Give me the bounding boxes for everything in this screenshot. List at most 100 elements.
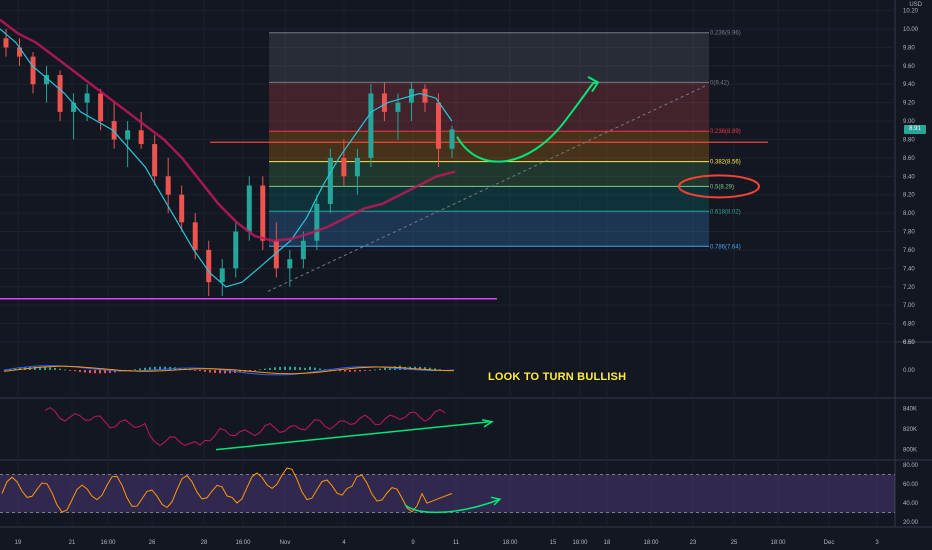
candle-body — [368, 93, 374, 158]
price-tick-label: 7.00 — [903, 303, 915, 309]
macd-histogram-bar — [284, 366, 286, 370]
macd-tick-label: 0.00 — [903, 368, 915, 374]
price-tick-label: 8.40 — [903, 174, 915, 180]
fib-zone — [269, 186, 709, 212]
time-tick-label: 23 — [690, 540, 697, 546]
macd-histogram-bar — [79, 370, 81, 372]
macd-histogram-bar — [99, 370, 101, 374]
macd-histogram-bar — [194, 370, 196, 371]
candle-body — [381, 93, 387, 112]
candle-body — [260, 185, 266, 241]
candle-body — [165, 176, 171, 195]
time-tick-label: 21 — [69, 540, 76, 546]
candle-body — [138, 130, 144, 145]
macd-histogram-bar — [324, 369, 326, 371]
projection-curve — [456, 81, 599, 163]
moving-average-line — [0, 18, 456, 242]
indicator-lines — [0, 18, 456, 288]
candle-body — [314, 203, 320, 241]
time-tick-label: 26 — [149, 540, 156, 546]
time-tick-label: 18:00 — [572, 540, 588, 546]
rsi-tick-label: 80.00 — [903, 463, 919, 469]
rsi-band — [0, 474, 895, 513]
macd-histogram-bar — [419, 366, 421, 370]
candle-body — [125, 130, 131, 140]
macd-histogram-bar — [339, 370, 341, 372]
macd-histogram-bar — [14, 368, 16, 370]
price-axis: 10.20 10.00 9.80 9.60 9.40 9.20 9.00 8.80 8.60 8.… — [903, 9, 919, 527]
candle-body — [219, 268, 225, 283]
price-tick-label: 8.00 — [903, 211, 915, 217]
fib-level-label: 0.236(9.96) — [710, 31, 741, 37]
macd-histogram-bar — [369, 370, 371, 371]
highlight-ellipse — [678, 174, 760, 199]
macd-histogram-bar — [59, 368, 61, 370]
macd-histogram-bar — [304, 367, 306, 370]
macd-histogram-bar — [254, 370, 256, 371]
macd-histogram-bar — [229, 370, 231, 374]
time-tick-label: 9 — [411, 540, 415, 546]
macd-histogram-bar — [424, 367, 426, 370]
price-tick-label: 7.80 — [903, 230, 915, 236]
fib-level-label: 0.618(8.02) — [710, 209, 741, 215]
price-tick-label: 8.80 — [903, 137, 915, 143]
candle-body — [192, 222, 198, 250]
candle-body — [206, 249, 212, 283]
macd-histogram-bar — [269, 367, 271, 370]
macd-histogram-bar — [239, 370, 241, 373]
macd-histogram-bar — [44, 366, 46, 370]
price-tick-label: 7.60 — [903, 248, 915, 254]
candle-body — [435, 102, 441, 149]
projection-arrowhead — [587, 76, 600, 93]
time-tick-label: 4 — [342, 540, 346, 546]
macd-histogram-bar — [264, 368, 266, 370]
currency-label: USD — [909, 2, 922, 8]
rsi-tick-label: 20.00 — [903, 520, 919, 526]
macd-histogram-bar — [209, 370, 211, 373]
macd-histogram-bar — [164, 366, 166, 370]
time-tick-label: 25 — [731, 540, 738, 546]
time-tick-label: 16:00 — [100, 540, 116, 546]
macd-histogram-bar — [134, 369, 136, 371]
price-tick-label: 7.20 — [903, 285, 915, 291]
macd-histogram-bar — [384, 367, 386, 370]
price-tick-label: 10.00 — [903, 27, 919, 33]
macd-histogram-bar — [199, 370, 201, 372]
trend-lines — [0, 76, 768, 300]
macd-histogram-bar — [64, 369, 66, 371]
obv-trend-arrowhead — [481, 418, 494, 428]
price-tick-label: 8.20 — [903, 193, 915, 199]
candle-body — [179, 194, 185, 223]
macd-histogram-bar — [4, 370, 6, 371]
macd-histogram-bar — [89, 370, 91, 374]
price-tick-label: 9.60 — [903, 64, 915, 70]
macd-histogram-bar — [224, 370, 226, 374]
macd-histogram-bar — [159, 366, 161, 370]
candle-body — [395, 102, 401, 112]
candle-body — [30, 56, 36, 85]
last-price-tag: 8.91 — [904, 125, 926, 134]
candle-body — [84, 93, 90, 103]
candle-body — [44, 75, 50, 85]
macd-histogram-bar — [294, 366, 296, 370]
macd-histogram-bar — [19, 367, 21, 370]
time-tick-label: 15 — [550, 540, 557, 546]
obv-trend-arrow — [215, 421, 491, 451]
time-tick-label: 11 — [453, 540, 460, 546]
macd-histogram-bar — [104, 370, 106, 374]
macd-histogram-bar — [364, 370, 366, 371]
fib-level-label: 0(9.42) — [710, 80, 729, 86]
macd-histogram-bar — [9, 369, 11, 370]
fib-level-label: 0.236(8.89) — [710, 129, 741, 135]
macd-histogram-bar — [349, 370, 351, 372]
fib-level-label: 0.5(8.29) — [710, 184, 734, 190]
macd-signal-line — [3, 365, 454, 375]
time-tick-label: Dec — [824, 540, 835, 546]
price-tick-label: 6.80 — [903, 322, 915, 328]
macd-histogram-bar — [354, 370, 356, 372]
chart-grid — [0, 0, 932, 528]
candle-body — [300, 240, 306, 260]
macd-histogram-bar — [84, 370, 86, 373]
time-tick-label: 18:00 — [502, 540, 518, 546]
